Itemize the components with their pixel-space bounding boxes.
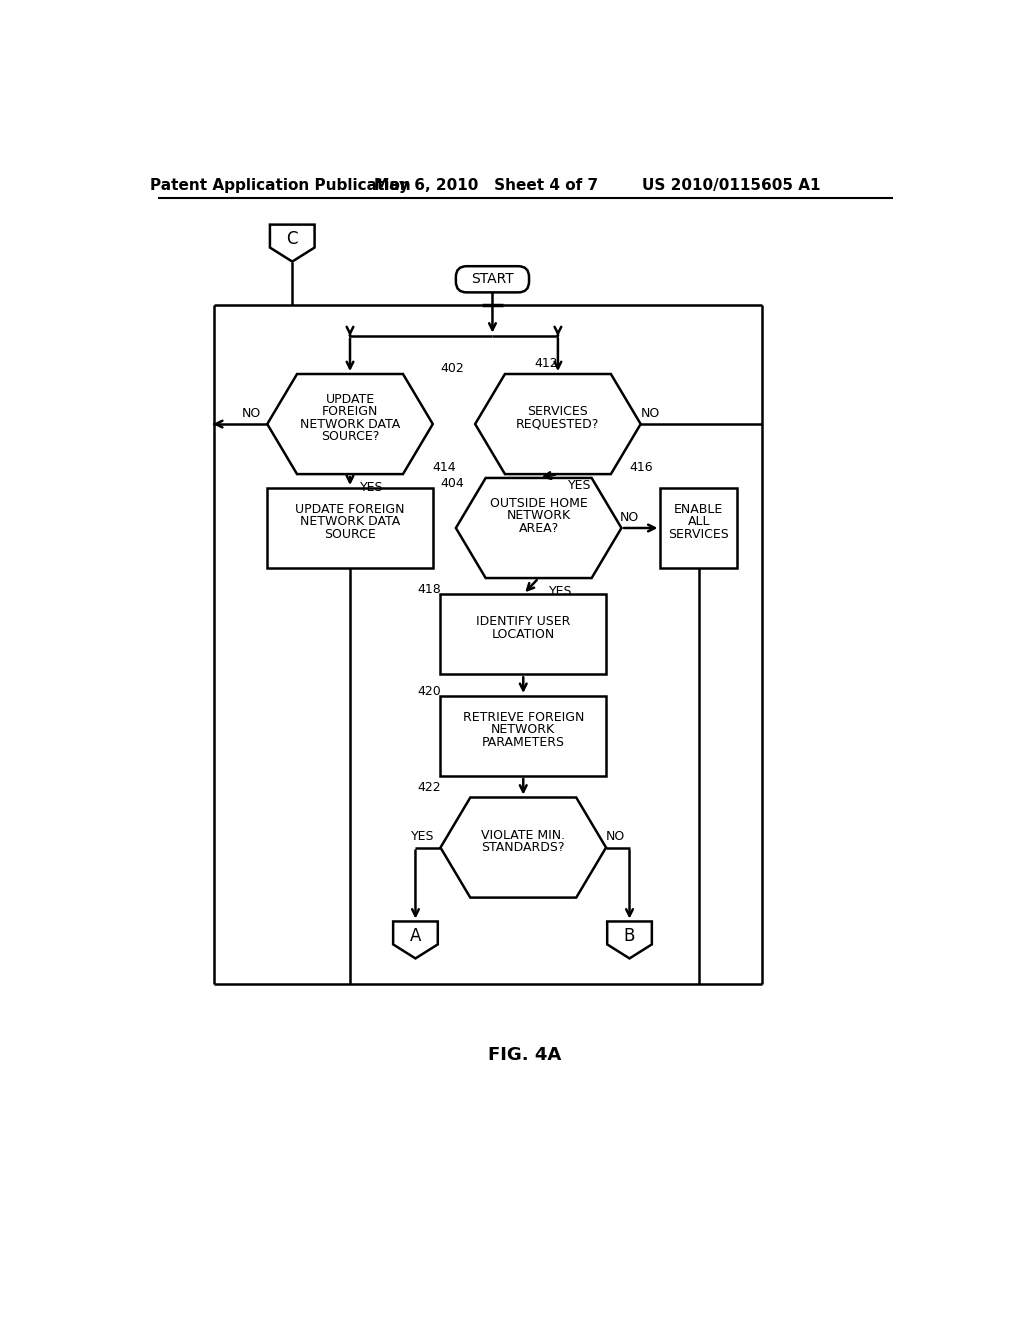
FancyBboxPatch shape xyxy=(440,696,606,776)
Text: 420: 420 xyxy=(417,685,440,698)
Text: 412: 412 xyxy=(535,358,558,371)
FancyBboxPatch shape xyxy=(456,267,529,293)
Text: 418: 418 xyxy=(417,583,440,597)
Polygon shape xyxy=(456,478,622,578)
Text: YES: YES xyxy=(359,480,383,494)
Text: NO: NO xyxy=(606,830,626,843)
Polygon shape xyxy=(267,374,433,474)
Text: C: C xyxy=(287,230,298,248)
Text: START: START xyxy=(471,272,514,286)
Text: AREA?: AREA? xyxy=(518,521,559,535)
Text: Patent Application Publication: Patent Application Publication xyxy=(151,178,411,193)
Text: NO: NO xyxy=(641,407,659,420)
Text: A: A xyxy=(410,927,421,945)
Text: SERVICES: SERVICES xyxy=(669,528,729,541)
Text: FIG. 4A: FIG. 4A xyxy=(488,1047,561,1064)
FancyBboxPatch shape xyxy=(660,488,737,568)
Text: FOREIGN: FOREIGN xyxy=(322,405,378,418)
Text: IDENTIFY USER: IDENTIFY USER xyxy=(476,615,570,628)
Text: LOCATION: LOCATION xyxy=(492,628,555,640)
Text: NETWORK: NETWORK xyxy=(492,723,555,737)
Text: UPDATE: UPDATE xyxy=(326,393,375,407)
Text: NETWORK DATA: NETWORK DATA xyxy=(300,417,400,430)
Text: 402: 402 xyxy=(441,362,465,375)
Text: SERVICES: SERVICES xyxy=(527,405,588,418)
Text: B: B xyxy=(624,927,635,945)
Text: OUTSIDE HOME: OUTSIDE HOME xyxy=(489,496,588,510)
Text: 404: 404 xyxy=(441,477,465,490)
Text: NO: NO xyxy=(620,511,639,524)
Polygon shape xyxy=(393,921,438,958)
Text: NETWORK DATA: NETWORK DATA xyxy=(300,515,400,528)
Text: NETWORK: NETWORK xyxy=(507,510,570,523)
Text: 416: 416 xyxy=(630,462,653,474)
Text: UPDATE FOREIGN: UPDATE FOREIGN xyxy=(295,503,404,516)
Text: RETRIEVE FOREIGN: RETRIEVE FOREIGN xyxy=(463,711,584,723)
FancyBboxPatch shape xyxy=(267,488,433,568)
Text: VIOLATE MIN.: VIOLATE MIN. xyxy=(481,829,565,842)
Polygon shape xyxy=(607,921,652,958)
Polygon shape xyxy=(440,797,606,898)
Polygon shape xyxy=(270,224,314,261)
FancyBboxPatch shape xyxy=(440,594,606,675)
Polygon shape xyxy=(475,374,641,474)
Text: May 6, 2010   Sheet 4 of 7: May 6, 2010 Sheet 4 of 7 xyxy=(374,178,598,193)
Text: 414: 414 xyxy=(432,462,456,474)
Text: STANDARDS?: STANDARDS? xyxy=(481,841,565,854)
Text: SOURCE?: SOURCE? xyxy=(321,430,379,444)
Text: 422: 422 xyxy=(417,781,440,795)
Text: YES: YES xyxy=(412,830,435,843)
Text: US 2010/0115605 A1: US 2010/0115605 A1 xyxy=(642,178,820,193)
Text: REQUESTED?: REQUESTED? xyxy=(516,417,600,430)
Text: NO: NO xyxy=(242,407,261,420)
Text: YES: YES xyxy=(567,479,591,492)
Text: YES: YES xyxy=(549,585,572,598)
Text: ALL: ALL xyxy=(687,515,710,528)
Text: PARAMETERS: PARAMETERS xyxy=(481,735,565,748)
Text: ENABLE: ENABLE xyxy=(674,503,723,516)
Text: SOURCE: SOURCE xyxy=(325,528,376,541)
